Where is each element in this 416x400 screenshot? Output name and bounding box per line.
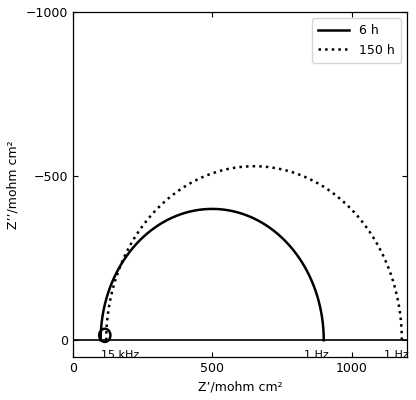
6 h (115, 268, 120, 273)
Line: 150 h: 150 h (106, 166, 402, 340)
Text: 1 Hz: 1 Hz (384, 350, 409, 360)
6 h (133, 243, 138, 248)
150 h (251, 164, 256, 169)
6 h (266, 225, 271, 230)
150 h (126, 246, 131, 251)
6 h (241, 212, 246, 217)
150 h (293, 171, 298, 176)
6 h (98, 338, 103, 343)
X-axis label: Z’/mohm cm²: Z’/mohm cm² (198, 380, 282, 393)
150 h (327, 188, 332, 193)
Text: 1 Hz: 1 Hz (305, 350, 329, 360)
6 h (193, 208, 198, 213)
Y-axis label: Z’’/mohm cm²: Z’’/mohm cm² (7, 140, 20, 229)
Legend: 6 h, 150 h: 6 h, 150 h (312, 18, 401, 63)
150 h (104, 338, 109, 343)
Line: 6 h: 6 h (101, 209, 324, 340)
6 h (290, 246, 295, 251)
6 h (321, 338, 326, 343)
150 h (399, 338, 404, 343)
150 h (149, 212, 154, 217)
6 h (209, 206, 214, 211)
150 h (230, 166, 235, 170)
150 h (358, 216, 363, 221)
Text: 15 kHz: 15 kHz (101, 350, 139, 360)
